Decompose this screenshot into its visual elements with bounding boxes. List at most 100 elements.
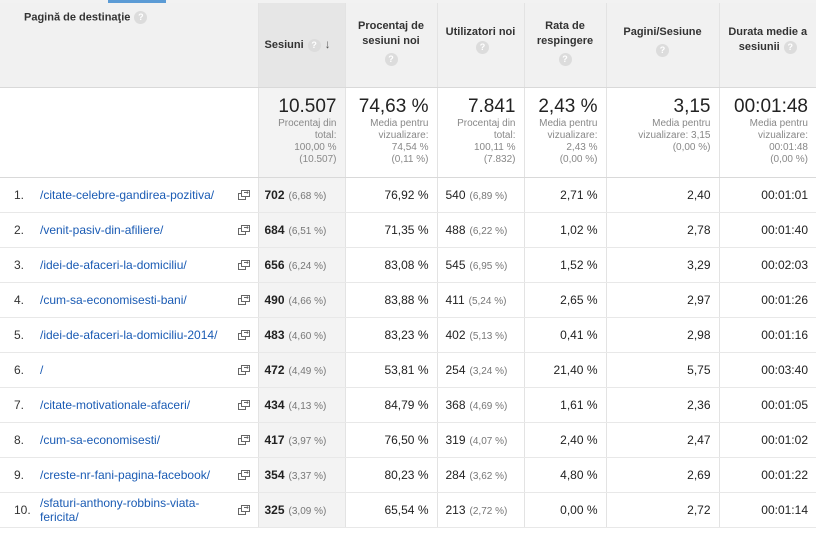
col-pages-session-label: Pagini/Sesiune (623, 26, 702, 38)
col-new-sessions[interactable]: Procentaj de sesiuni noi? (345, 3, 438, 88)
external-link-icon[interactable] (237, 259, 250, 270)
totals-pages-session-value: 3,15 (673, 95, 711, 117)
new-sessions-cell: 84,79 % (345, 387, 438, 423)
bounce-cell: 4,80 % (524, 457, 607, 493)
help-icon[interactable]: ? (307, 39, 321, 53)
new-sessions-cell: 76,92 % (345, 177, 438, 213)
landing-page-link[interactable]: / (40, 362, 44, 377)
landing-page-cell: 3. /idei-de-afaceri-la-domiciliu/ (0, 247, 259, 283)
users-value: 402 (445, 327, 466, 342)
help-icon[interactable]: ? (656, 44, 669, 57)
row-index: 4. (14, 292, 25, 307)
sessions-cell: 684 (6,51 %) (258, 212, 346, 248)
external-link-icon[interactable] (237, 504, 250, 515)
users-cell: 545 (6,95 %) (437, 247, 525, 283)
sessions-cell: 434 (4,13 %) (258, 387, 346, 423)
col-bounce[interactable]: Rata de respingere? (524, 3, 607, 88)
col-avg-duration[interactable]: Durata medie a sesiunii? (719, 3, 816, 88)
table-row: 7. /citate-motivationale-afaceri/ 434 (4,… (0, 387, 816, 423)
totals-sub: (0,00 %) (770, 153, 808, 165)
avg-duration-cell: 00:03:40 (719, 352, 816, 388)
external-link-icon[interactable] (237, 224, 250, 235)
sessions-percent: (3,09 %) (288, 505, 327, 517)
landing-page-link[interactable]: /idei-de-afaceri-la-domiciliu-2014/ (40, 327, 218, 342)
bounce-cell: 0,41 % (524, 317, 607, 353)
help-icon[interactable]: ? (134, 11, 148, 24)
sort-desc-icon[interactable]: ↓ (324, 37, 331, 52)
col-landing-page[interactable]: Pagină de destinaţie? (0, 3, 259, 88)
sessions-value: 417 (264, 432, 285, 447)
users-percent: (4,07 %) (469, 435, 508, 447)
pages-session-cell: 2,40 (606, 177, 720, 213)
pages-session-cell: 2,69 (606, 457, 720, 493)
users-percent: (3,62 %) (469, 470, 508, 482)
avg-duration-cell: 00:01:05 (719, 387, 816, 423)
external-link-icon[interactable] (237, 189, 250, 200)
landing-pages-table: Pagină de destinaţie? Sesiuni? ↓ Procenta… (0, 3, 816, 528)
totals-bounce-value: 2,43 % (538, 95, 598, 117)
totals-sub: (7.832) (483, 153, 516, 165)
landing-page-link[interactable]: /citate-celebre-gandirea-pozitiva/ (40, 187, 215, 202)
external-link-icon[interactable] (237, 294, 250, 305)
landing-page-link[interactable]: /venit-pasiv-din-afiliere/ (40, 222, 164, 237)
sessions-percent: (4,66 %) (288, 295, 327, 307)
users-value: 319 (445, 432, 466, 447)
table-row: 9. /creste-nr-fani-pagina-facebook/ 354(… (0, 457, 816, 493)
sessions-value: 483 (264, 327, 285, 342)
new-sessions-cell: 76,50 % (345, 422, 438, 458)
bounce-cell: 1,61 % (524, 387, 607, 423)
landing-page-cell: 7. /citate-motivationale-afaceri/ (0, 387, 259, 423)
header-row: Pagină de destinaţie? Sesiuni? ↓ Procenta… (0, 3, 816, 88)
help-icon[interactable]: ? (783, 40, 797, 54)
totals-sub: Media pentru (749, 117, 808, 129)
help-icon[interactable]: ? (558, 53, 572, 66)
landing-page-link[interactable]: /cum-sa-economisesti-bani/ (40, 292, 187, 307)
pages-session-cell: 2,36 (606, 387, 720, 423)
users-value: 540 (445, 187, 466, 202)
new-sessions-cell: 83,23 % (345, 317, 438, 353)
new-sessions-cell: 53,81 % (345, 352, 438, 388)
external-link-icon[interactable] (237, 329, 250, 340)
row-index: 2. (14, 222, 25, 237)
totals-sub: (0,00 %) (672, 141, 711, 153)
external-link-icon[interactable] (237, 399, 250, 410)
external-link-icon[interactable] (237, 469, 250, 480)
sessions-cell: 656 (6,24 %) (258, 247, 346, 283)
bounce-cell: 2,40 % (524, 422, 607, 458)
col-bounce-label: Rata de respingere (536, 20, 594, 47)
landing-page-link[interactable]: /citate-motivationale-afaceri/ (40, 397, 191, 412)
avg-duration-cell: 00:01:26 (719, 282, 816, 318)
sessions-percent: (4,13 %) (288, 400, 327, 412)
bounce-cell: 1,02 % (524, 212, 607, 248)
new-sessions-cell: 83,88 % (345, 282, 438, 318)
external-link-icon[interactable] (237, 364, 250, 375)
totals-sub: vizualizare: 3,15 (638, 129, 711, 141)
help-icon[interactable]: ? (476, 40, 489, 54)
avg-duration-cell: 00:01:16 (719, 317, 816, 353)
col-users[interactable]: Utilizatori noi? (437, 3, 525, 88)
col-sessions[interactable]: Sesiuni? ↓ (258, 3, 346, 88)
users-cell: 402 (5,13 %) (437, 317, 525, 353)
external-link-icon[interactable] (237, 434, 250, 445)
totals-sub: Media pentru (539, 117, 598, 129)
landing-page-link[interactable]: /creste-nr-fani-pagina-facebook/ (40, 467, 211, 482)
sessions-cell: 490 (4,66 %) (258, 282, 346, 318)
landing-page-link[interactable]: /idei-de-afaceri-la-domiciliu/ (40, 257, 187, 272)
help-icon[interactable]: ? (384, 53, 398, 66)
table-row: 3. /idei-de-afaceri-la-domiciliu/ 656 (6,… (0, 247, 816, 283)
table-row: 10. /sfaturi-anthony-robbins-viata-feric… (0, 492, 816, 528)
table-row: 8. /cum-sa-economisesti/ 417 (3,97 %) 76,… (0, 422, 816, 458)
totals-empty (0, 87, 259, 178)
users-cell: 488 (6,22 %) (437, 212, 525, 248)
users-cell: 368 (4,69 %) (437, 387, 525, 423)
totals-sub: (0,11 %) (391, 153, 429, 165)
new-sessions-cell: 71,35 % (345, 212, 438, 248)
bounce-cell: 1,52 % (524, 247, 607, 283)
col-avg-duration-text: Durata medie a sesiunii (728, 26, 808, 53)
col-pages-session[interactable]: Pagini/Sesiune? (606, 3, 720, 88)
row-index: 8. (14, 432, 25, 447)
landing-page-link[interactable]: /cum-sa-economisesti/ (40, 432, 161, 447)
landing-page-link[interactable]: /sfaturi-anthony-robbins-viata-fericita/ (40, 495, 200, 524)
totals-sub: vizualizare: (757, 129, 808, 141)
pages-session-cell: 2,78 (606, 212, 720, 248)
